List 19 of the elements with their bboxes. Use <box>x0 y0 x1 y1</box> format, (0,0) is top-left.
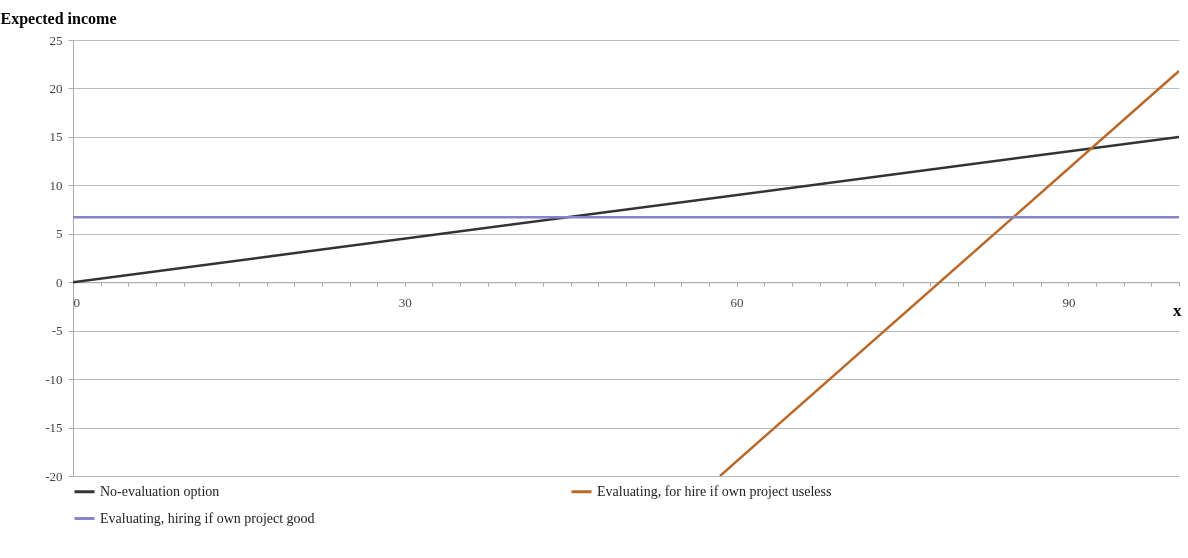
legend-label: No-evaluation option <box>100 483 220 499</box>
y-axis-title: Expected income <box>0 9 117 28</box>
y-tick-label: 5 <box>56 226 63 242</box>
x-tick-label: 60 <box>730 294 744 310</box>
x-axis-title: x <box>1173 300 1182 320</box>
y-tick-label: 25 <box>49 32 63 48</box>
y-tick-label: -15 <box>45 420 63 436</box>
legend-label: Evaluating, for hire if own project useless <box>597 483 832 499</box>
x-tick-label: 30 <box>398 294 412 310</box>
y-tick-label: 10 <box>49 177 63 193</box>
x-tick-label: 0 <box>73 294 80 310</box>
y-tick-label: -20 <box>45 468 63 484</box>
y-tick-label: 15 <box>49 129 63 145</box>
y-tick-label: 20 <box>49 80 63 96</box>
y-tick-label: -10 <box>45 371 63 387</box>
y-tick-label: 0 <box>56 274 63 290</box>
legend-label: Evaluating, hiring if own project good <box>100 510 315 526</box>
y-tick-label: -5 <box>51 323 63 339</box>
x-tick-label: 90 <box>1062 294 1076 310</box>
